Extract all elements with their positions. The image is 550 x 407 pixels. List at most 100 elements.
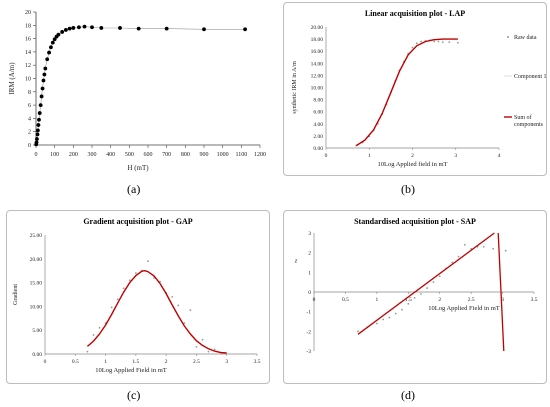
x-tick-label: 800 (181, 152, 190, 158)
irm-data-point (67, 26, 72, 31)
legend-raw-label: Raw data (514, 35, 537, 41)
x-tick-label: 600 (144, 152, 153, 158)
y-tick-label: 0.00 (32, 352, 42, 358)
y-axis-label: Gradient (13, 284, 19, 305)
raw-data-point (207, 350, 210, 353)
y-tick-label: 1 (308, 270, 311, 276)
y-tick-label: -1 (306, 310, 311, 316)
raw-data-point (482, 245, 485, 248)
irm-data-point (164, 26, 169, 31)
irm-data-point (43, 66, 48, 71)
x-tick-label: 0 (35, 152, 38, 158)
irm-data-point (35, 137, 39, 141)
x-tick-label: 3 (225, 359, 228, 365)
y-tick-label: 20.00 (311, 25, 324, 31)
caption-b: (b) (401, 182, 415, 196)
legend-component-label: Component 1 (514, 74, 546, 80)
x-tick-label: 2 (438, 297, 441, 303)
irm-data-point (50, 40, 55, 45)
raw-data-point (438, 275, 441, 278)
irm-data-point (40, 86, 45, 91)
y-tick-label: 4.00 (313, 122, 323, 128)
x-tick-label: 0.5 (342, 297, 349, 303)
x-tick-label: 1000 (217, 152, 229, 158)
x-tick-label: 1.5 (405, 297, 412, 303)
x-axis-label: 10Log Applied Field in mT (95, 367, 167, 374)
legend-sum-label-line1: Sum of (514, 114, 532, 121)
y-tick-label: 16 (25, 37, 31, 43)
irm-data-point (39, 94, 44, 99)
raw-data-point (463, 243, 466, 246)
y-axis-label: IRM (A/m) (8, 62, 16, 95)
y-tick-label: 10.00 (30, 304, 43, 310)
x-tick-label: 2 (411, 153, 414, 159)
irm-data-point (60, 30, 65, 34)
irm-data-point (36, 123, 41, 127)
irm-data-point (202, 27, 206, 32)
x-tick-label: 2.5 (468, 297, 475, 303)
raw-data-point (177, 304, 180, 307)
irm-data-point (77, 25, 81, 30)
sap-chart: Standardised acquisition plot - SAP 0 0.5 1… (294, 217, 538, 355)
sum-of-components-line (355, 38, 458, 147)
raw-data-point (128, 279, 131, 282)
y-tick-label: 18.00 (311, 37, 324, 43)
x-axis-label: H (mT) (127, 164, 149, 172)
irm-data-point (42, 72, 47, 77)
y-tick-label: -2 (306, 329, 311, 335)
irm-data-point (71, 26, 76, 30)
irm-data-point (47, 50, 51, 55)
x-tick-label: 4 (498, 153, 501, 159)
irm-data-point (52, 37, 57, 42)
standardised-fit-line-2 (497, 232, 505, 352)
x-tick-label: 1 (375, 297, 378, 303)
irm-data-point (38, 103, 43, 107)
raw-data-point (433, 40, 436, 43)
y-tick-label: 10.00 (311, 86, 324, 92)
raw-data-point (147, 260, 149, 263)
chart-panel-d: Standardised acquisition plot - SAP 0 0.5 1… (283, 210, 547, 384)
x-tick-label: 0 (44, 359, 47, 365)
x-tick-label: 100 (50, 152, 59, 158)
raw-data-point (375, 322, 378, 325)
y-tick-label: 16.00 (311, 49, 324, 55)
x-tick-label: 1 (368, 153, 371, 159)
y-tick-label: 0.00 (313, 146, 323, 152)
y-tick-label: 2 (28, 130, 31, 136)
y-axis-label: synthetic IRM in A/m (292, 61, 298, 114)
y-tick-label: 15.00 (30, 281, 43, 287)
raw-data-point (195, 345, 198, 348)
chart-title: Gradient acquisition plot - GAP (83, 217, 192, 226)
chart-title: Linear acquisition plot - LAP (365, 9, 465, 18)
chart-panel-a: 0 100 200 300 400 500 600 700 800 900 1000 1100 1200… (0, 0, 275, 178)
caption-c: (c) (127, 388, 141, 402)
x-tick-label: 1200 (254, 152, 266, 158)
y-tick-label: 8 (28, 90, 31, 96)
raw-data-point (134, 272, 137, 274)
legend-raw-marker (507, 36, 509, 38)
irm-data-point (45, 57, 50, 62)
raw-data-point (86, 350, 89, 353)
y-tick-label: 12.00 (311, 73, 324, 79)
x-tick-label: 400 (106, 152, 115, 158)
gap-chart: Gradient acquisition plot - GAP 0 0.5 1 1.5 2… (13, 217, 261, 374)
raw-data-point (432, 281, 435, 284)
x-tick-label: 300 (88, 152, 97, 158)
y-tick-label: 4 (28, 116, 31, 122)
caption-d: (d) (401, 388, 415, 402)
raw-data-point (411, 46, 414, 49)
standardised-fit-line-1 (357, 232, 495, 335)
x-tick-label: 700 (162, 152, 171, 158)
irm-chart: 0 100 200 300 400 500 600 700 800 900 1000 1100 1200… (8, 10, 266, 172)
raw-data-point (413, 297, 416, 299)
irm-data-point (56, 32, 61, 37)
raw-data-point (426, 287, 429, 289)
raw-data-point (451, 261, 454, 264)
raw-data-point (407, 302, 410, 305)
raw-data-point (388, 316, 391, 319)
irm-data-point (82, 24, 87, 29)
y-tick-label: -3 (306, 349, 311, 355)
irm-data-point (41, 78, 46, 83)
y-tick-label: 0 (28, 143, 31, 149)
y-tick-label: 14 (25, 50, 31, 56)
